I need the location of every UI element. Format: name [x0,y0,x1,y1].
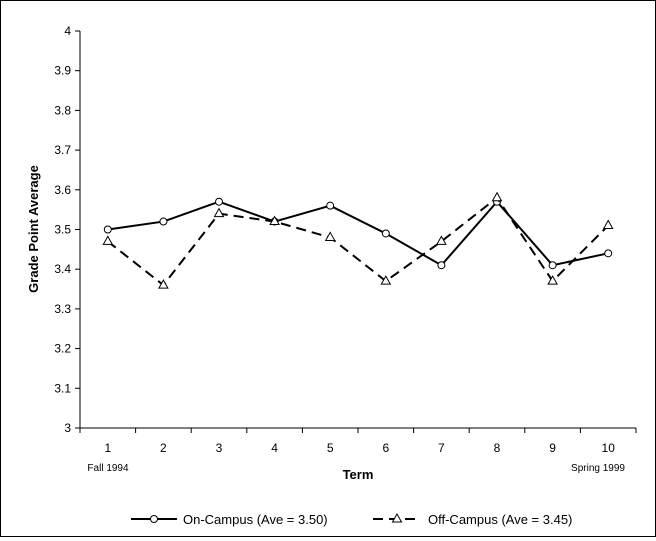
legend-label-on-campus: On-Campus (Ave = 3.50) [183,512,328,527]
x-axis-ticks: 1 2 3 4 5 6 7 8 9 10 [79,428,637,455]
data-point-off-campus [602,219,614,230]
x-sublabel-last: Spring 1999 [571,463,625,474]
series-line-off-campus [107,196,609,287]
data-point-off-campus [102,235,114,245]
data-point-on-campus [326,201,335,210]
x-tick-label: 8 [494,441,501,455]
x-axis-title: Term [343,467,374,482]
series-line-on-campus [107,200,609,267]
data-point-on-campus [437,261,446,270]
data-point-off-campus [547,275,558,285]
y-tick-label: 4 [64,24,71,38]
data-point-on-campus [381,229,390,238]
data-point-on-campus [604,249,613,258]
y-tick-label: 3.6 [54,183,71,197]
x-tick-label: 9 [549,441,556,455]
axes [79,31,636,429]
legend-marker-triangle [391,512,403,523]
y-tick-label: 3.7 [54,143,71,157]
x-tick-label: 1 [104,441,111,455]
data-point-off-campus [324,231,336,241]
y-tick-label: 3.3 [54,302,71,316]
data-point-off-campus [491,191,503,202]
x-tick-label: 6 [382,441,389,455]
data-point-on-campus [159,217,168,226]
legend: On-Campus (Ave = 3.50) Off-Campus (Ave =… [131,512,572,527]
x-tick-label: 5 [327,441,334,455]
series-off-campus [102,191,614,289]
series-layer [102,191,614,289]
data-point-on-campus [548,261,557,270]
data-point-off-campus [269,215,280,226]
data-point-on-campus [215,197,223,206]
legend-label-off-campus: Off-Campus (Ave = 3.45) [428,512,572,527]
legend-marker-circle [150,515,158,523]
y-tick-label: 3 [64,421,71,435]
x-tick-label: 3 [216,441,223,455]
y-axis-title: Grade Point Average [26,165,41,293]
x-sublabel-first: Fall 1994 [87,463,129,474]
y-tick-label: 3.1 [54,381,71,395]
y-tick-label: 3.2 [54,342,71,356]
y-axis-ticks: 3 3.1 3.2 3.3 3.4 3.5 3.6 3.7 3.8 3.9 4 [54,24,80,435]
data-point-off-campus [213,207,225,218]
data-point-off-campus [436,235,447,245]
data-point-off-campus [158,279,169,289]
y-tick-label: 3.4 [54,262,71,276]
y-tick-label: 3.8 [54,103,71,117]
legend-entry-off-campus: Off-Campus (Ave = 3.45) [373,512,572,527]
data-point-off-campus [380,275,392,285]
y-tick-label: 3.9 [54,64,71,78]
data-point-on-campus [103,225,112,234]
legend-entry-on-campus: On-Campus (Ave = 3.50) [131,512,328,527]
y-tick-label: 3.5 [54,223,71,237]
x-tick-label: 2 [160,441,167,455]
x-tick-label: 7 [438,441,445,455]
x-tick-label: 4 [271,441,278,455]
x-tick-label: 10 [602,441,616,455]
